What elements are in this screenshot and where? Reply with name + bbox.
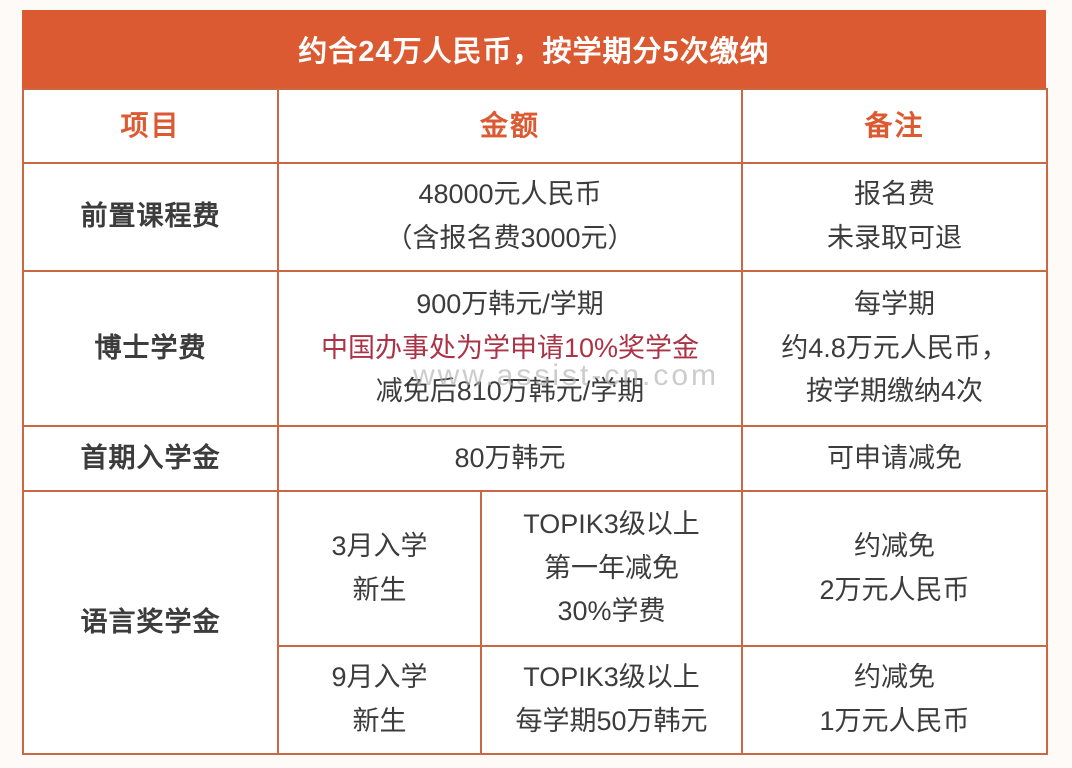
benefit-cell-september: TOPIK3级以上 每学期50万韩元 [479,645,744,755]
amount-cell-phd-tuition: 900万韩元/学期 中国办事处为学申请10%奖学金 减免后810万韩元/学期 [276,270,744,427]
item-label-phd-tuition: 博士学费 [22,270,279,427]
summary-banner: 约合24万人民币，按学期分5次缴纳 [22,10,1046,88]
column-header-amount: 金额 [276,88,744,164]
intake-line: 9月入学 [331,662,428,693]
row-phd-tuition: 博士学费 900万韩元/学期 中国办事处为学申请10%奖学金 减免后810万韩元… [22,270,1049,427]
amount-cell-precourse: 48000元人民币 （含报名费3000元） [276,162,744,272]
note-line: 报名费 [854,179,936,210]
benefit-line: TOPIK3级以上 [523,662,700,693]
intake-line: 3月入学 [331,530,428,561]
item-label-admission-fee: 首期入学金 [22,425,279,492]
benefit-line: TOPIK3级以上 [523,508,700,539]
note-line: 未录取可退 [827,223,963,253]
amount-line: 减免后810万韩元/学期 [375,376,645,407]
note-line: 每学期 [854,288,936,319]
note-line: 约减免 [854,662,936,693]
note-line: 2万元人民币 [819,574,970,605]
intake-line: 新生 [352,706,407,736]
note-line: 按学期缴纳4次 [806,376,984,407]
benefit-line: 第一年减免 [544,552,679,583]
row-language-scholarship-september: 9月入学 新生 TOPIK3级以上 每学期50万韩元 约减免 1万元人民币 [23,645,1049,755]
benefit-cell-march: TOPIK3级以上 第一年减免 30%学费 [479,490,744,647]
scholarship-highlight-line: 中国办事处为学申请10%奖学金 [320,332,700,363]
note-cell-march: 约减免 2万元人民币 [741,490,1049,647]
amount-cell-admission-fee: 80万韩元 [276,425,744,492]
column-header-note: 备注 [741,88,1049,164]
intake-cell-september: 9月入学 新生 [277,645,482,755]
intake-cell-march: 3月入学 新生 [277,490,482,647]
note-cell-september: 约减免 1万元人民币 [741,645,1049,755]
note-line: 约4.8万元人民币， [781,332,1008,363]
amount-line: 48000元人民币 [418,179,602,210]
note-line: 1万元人民币 [819,706,970,736]
note-line: 约减免 [854,530,936,561]
fee-table: 项目 金额 备注 前置课程费 48000元人民币 （含报名费3000元） 报名费… [22,88,1049,755]
intake-line: 新生 [352,574,407,605]
note-cell-phd-tuition: 每学期 约4.8万元人民币， 按学期缴纳4次 [741,270,1049,427]
row-precourse-fee: 前置课程费 48000元人民币 （含报名费3000元） 报名费 未录取可退 [22,162,1049,272]
amount-line: 900万韩元/学期 [416,288,604,319]
item-label-precourse: 前置课程费 [22,162,279,272]
amount-line: （含报名费3000元） [385,223,635,253]
row-language-scholarship-march: 语言奖学金 3月入学 新生 TOPIK3级以上 第一年减免 30%学费 约减免 … [22,490,1049,755]
header-row: 项目 金额 备注 [22,88,1049,164]
benefit-line: 30%学费 [557,596,666,627]
note-cell-precourse: 报名费 未录取可退 [741,162,1049,272]
benefit-line: 每学期50万韩元 [515,706,708,736]
note-cell-admission-fee: 可申请减免 [741,425,1049,492]
column-header-item: 项目 [22,88,279,164]
row-initial-admission-fee: 首期入学金 80万韩元 可申请减免 [22,425,1049,492]
item-label-language-scholarship: 语言奖学金 [22,490,279,755]
